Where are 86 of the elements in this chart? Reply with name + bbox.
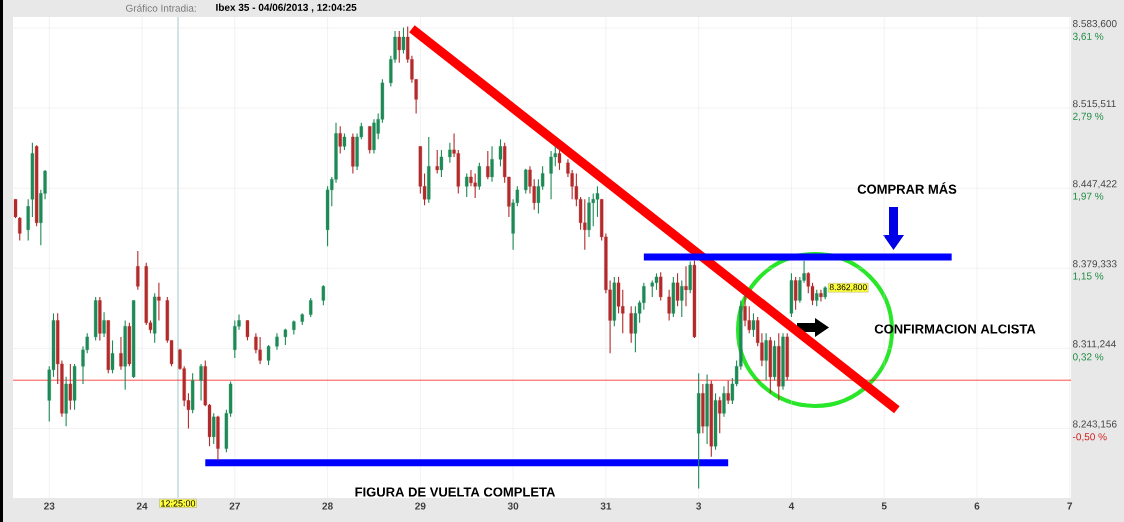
candlestick bbox=[93, 296, 98, 341]
candlestick bbox=[718, 396, 722, 434]
x-tick-label: 27 bbox=[229, 502, 240, 510]
candlestick bbox=[190, 372, 195, 414]
candlestick bbox=[692, 259, 697, 339]
candlestick bbox=[498, 138, 503, 167]
y2-tick-label: 2,79 % bbox=[1073, 112, 1104, 121]
candlestick bbox=[671, 276, 676, 318]
candlestick bbox=[659, 271, 663, 301]
candlestick bbox=[338, 125, 342, 154]
y-tick-label: 8.447,422 bbox=[1072, 180, 1117, 189]
candlestick bbox=[785, 332, 789, 381]
text: 12:25:00 bbox=[161, 500, 196, 507]
y2-tick-label: -0,50 % bbox=[1072, 433, 1107, 442]
candlestick bbox=[629, 305, 633, 344]
candlestick bbox=[772, 339, 777, 381]
candlestick bbox=[136, 250, 140, 291]
candlestick bbox=[309, 297, 313, 318]
candlestick bbox=[439, 149, 444, 178]
candlestick bbox=[212, 412, 216, 445]
candlestick bbox=[435, 149, 439, 174]
annotation: FIGURA DE VUELTA COMPLETA bbox=[355, 487, 556, 497]
x-tick-label: 31 bbox=[600, 502, 612, 510]
y2-tick-label: 0,32 % bbox=[1072, 353, 1104, 362]
candlestick bbox=[153, 292, 157, 344]
y-tick-label: 8.243,156 bbox=[1072, 420, 1117, 429]
candlestick bbox=[342, 132, 347, 151]
candlestick bbox=[321, 284, 326, 306]
y2-tick-label: 1,15 % bbox=[1073, 272, 1104, 281]
candlestick bbox=[266, 344, 271, 366]
candlestick bbox=[473, 172, 477, 199]
candlestick bbox=[751, 312, 756, 338]
candlestick bbox=[401, 27, 406, 54]
candlestick bbox=[777, 332, 781, 401]
candlestick bbox=[696, 372, 701, 490]
candlestick bbox=[726, 379, 730, 405]
chart-title: Gráfico Intradia: bbox=[126, 4, 196, 12]
candlestick bbox=[110, 339, 115, 374]
candlestick bbox=[709, 379, 713, 458]
candlestick bbox=[465, 172, 469, 198]
candlestick bbox=[823, 285, 827, 300]
candlestick bbox=[34, 144, 39, 227]
candlestick bbox=[106, 319, 110, 374]
candlestick bbox=[127, 322, 132, 367]
candlestick bbox=[68, 363, 73, 411]
candlestick bbox=[789, 272, 794, 318]
candlestick bbox=[72, 363, 77, 411]
y2-tick-label: 1,97 % bbox=[1073, 192, 1104, 201]
x-tick-label: 29 bbox=[415, 502, 426, 510]
x-tick-label: 6 bbox=[974, 502, 980, 510]
x-tick-label: 7 bbox=[1067, 502, 1073, 510]
y-tick-label: 8.515,511 bbox=[1072, 100, 1116, 109]
candlestick bbox=[123, 319, 127, 391]
candlestick bbox=[486, 150, 490, 180]
candlestick bbox=[368, 125, 372, 154]
x-tick-label: 5 bbox=[881, 502, 887, 510]
candlestick bbox=[675, 272, 680, 307]
candlestick bbox=[524, 168, 528, 194]
x-tick-label: 30 bbox=[507, 502, 519, 510]
candlestick bbox=[427, 136, 431, 204]
x-tick-label: 23 bbox=[44, 502, 55, 510]
x-tick-label: 24 bbox=[136, 502, 148, 510]
x-tick-label: 28 bbox=[322, 502, 333, 510]
candlestick bbox=[793, 276, 798, 311]
x-tick-label: 4 bbox=[788, 502, 795, 510]
candlestick bbox=[713, 392, 718, 451]
candlestick bbox=[292, 319, 296, 336]
y-tick-label: 8.583,600 bbox=[1072, 20, 1117, 29]
candlestick bbox=[612, 276, 616, 327]
candlestick bbox=[397, 30, 401, 64]
candlestick bbox=[768, 336, 773, 394]
chart-subtitle: Ibex 35 - 04/06/2013 , 12:04:25 bbox=[216, 3, 357, 13]
y-tick-label: 8.311,244 bbox=[1072, 340, 1116, 349]
candlestick bbox=[233, 319, 237, 359]
candlestick bbox=[477, 162, 482, 191]
y2-tick-label: 3,61 % bbox=[1072, 32, 1104, 42]
candlestick bbox=[300, 312, 304, 326]
y-tick-label: 8.379,333 bbox=[1072, 260, 1117, 269]
candlestick bbox=[245, 319, 250, 341]
annotation: COMPRAR MÁS bbox=[857, 182, 957, 194]
candlestick bbox=[680, 279, 684, 318]
annotation: 8.362,800 bbox=[829, 284, 867, 292]
candlestick bbox=[557, 145, 562, 171]
x-tick-label: 3 bbox=[696, 502, 702, 510]
candlestick bbox=[688, 261, 692, 294]
candlestick bbox=[131, 299, 136, 379]
